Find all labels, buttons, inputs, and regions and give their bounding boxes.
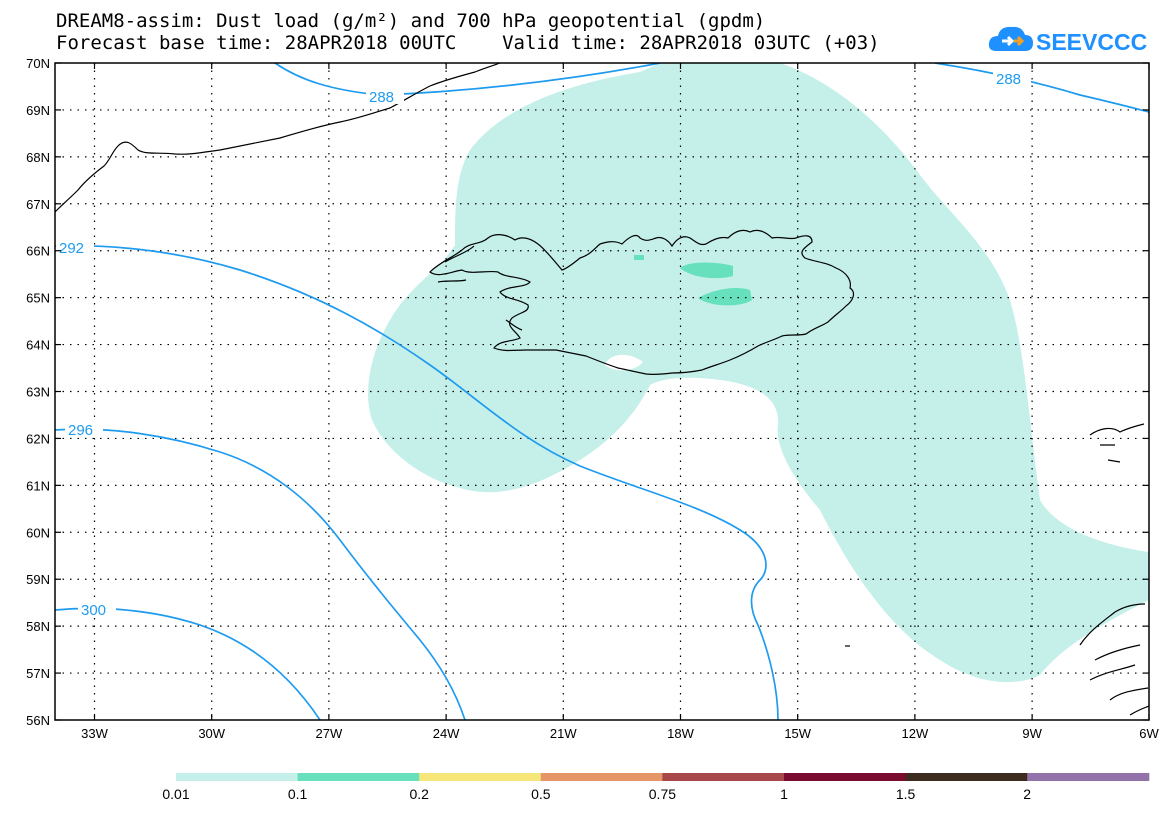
contour-label: 288 [996, 71, 1021, 88]
lat-label: 67N [26, 197, 50, 212]
lat-label: 61N [26, 478, 50, 493]
lat-label: 66N [26, 244, 50, 259]
lon-label: 33W [81, 726, 108, 741]
contour-labels: 288 288 292 296 300 [56, 70, 1031, 619]
lat-label: 56N [26, 713, 50, 728]
contour-label: 300 [81, 602, 106, 619]
dust-plume-area [368, 63, 1149, 683]
faroe-coast [1089, 423, 1145, 463]
lat-label: 59N [26, 572, 50, 587]
iceland-coast [429, 229, 855, 376]
lon-label: 15W [784, 726, 811, 741]
colorbar-legend [176, 773, 1150, 781]
colorbar-label: 0.5 [531, 786, 551, 802]
contour-288-west [274, 63, 661, 96]
contour-label: 288 [369, 89, 394, 106]
colorbar-swatch [297, 773, 420, 781]
colorbar-label: 0.2 [409, 786, 429, 802]
longitude-labels: 33W 30W 27W 24W 21W 18W 15W 12W 9W 6W [81, 726, 1159, 741]
dust-patch-small [634, 255, 644, 260]
lon-label: 24W [433, 726, 460, 741]
scotland-coast [1079, 603, 1149, 716]
lat-label: 63N [26, 385, 50, 400]
contour-label: 296 [68, 422, 93, 439]
lon-label: 12W [902, 726, 929, 741]
lon-label: 27W [316, 726, 343, 741]
lon-label: 30W [198, 726, 225, 741]
lat-label: 65N [26, 291, 50, 306]
colorbar-swatch [1027, 773, 1150, 781]
lat-label: 69N [26, 103, 50, 118]
colorbar-label: 2 [1023, 786, 1031, 802]
lon-label: 6W [1139, 726, 1159, 741]
colorbar-swatch [905, 773, 1028, 781]
contour-label: 292 [59, 240, 84, 257]
lat-label: 60N [26, 525, 50, 540]
lon-label: 9W [1022, 726, 1042, 741]
colorbar-swatch [784, 773, 907, 781]
axis-ticks [55, 62, 1150, 721]
lon-label: 21W [550, 726, 577, 741]
seevccc-logo: SEEVCCC [988, 18, 1148, 58]
colorbar-label: 0.75 [649, 786, 676, 802]
westfjords-detail [437, 245, 523, 331]
lon-label: 18W [667, 726, 694, 741]
contour-288-east [934, 63, 1149, 113]
coastlines [55, 63, 1149, 716]
latitude-labels: 70N 69N 68N 67N 66N 65N 64N 63N 62N 61N 60N 59N 58N 5… [26, 56, 50, 728]
dust-patch-north [680, 262, 733, 279]
colorbar-label: 1 [780, 786, 788, 802]
greenland-coast [55, 63, 501, 213]
cloud-logo-icon [988, 26, 1033, 51]
colorbar-swatch [540, 773, 663, 781]
lat-label: 64N [26, 338, 50, 353]
contour-296 [55, 428, 466, 720]
colorbar-labels: 0.01 0.1 0.2 0.5 0.75 1 1.5 2 [162, 786, 1031, 802]
colorbar-label: 0.1 [288, 786, 308, 802]
colorbar-swatch [419, 773, 542, 781]
forecast-time-subtitle: Forecast base time: 28APR2018 00UTC Vali… [56, 32, 880, 54]
lat-label: 62N [26, 431, 50, 446]
map-title: DREAM8-assim: Dust load (g/m²) and 700 h… [56, 10, 766, 32]
lat-label: 58N [26, 619, 50, 634]
dust-patch-central [698, 287, 752, 306]
lat-label: 57N [26, 666, 50, 681]
colorbar-label: 1.5 [896, 786, 916, 802]
lat-label: 68N [26, 150, 50, 165]
colorbar-label: 0.01 [162, 786, 189, 802]
lat-label: 70N [26, 56, 50, 71]
logo-text: SEEVCCC [1036, 29, 1147, 55]
colorbar-swatch [176, 773, 299, 781]
contour-292 [55, 244, 779, 720]
colorbar-swatch [662, 773, 785, 781]
